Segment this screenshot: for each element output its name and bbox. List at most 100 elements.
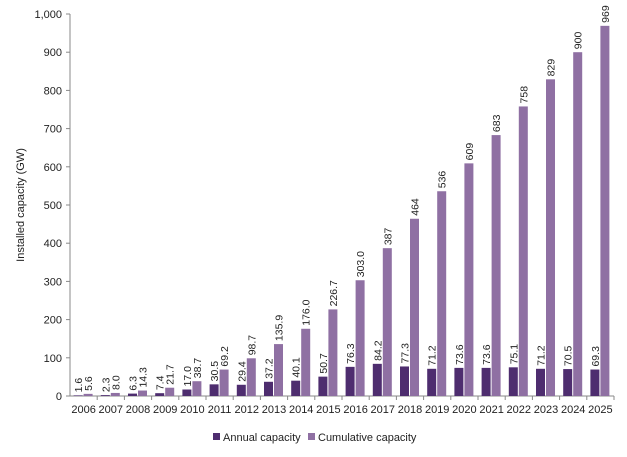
y-tick-label: 700: [44, 124, 62, 136]
x-tick-label: 2018: [398, 404, 422, 416]
cumulative-bar: [546, 79, 555, 397]
data-label: 70.5: [563, 345, 575, 366]
annual-bar: [427, 368, 437, 396]
data-label: 900: [573, 32, 585, 50]
annual-bar: [100, 395, 110, 396]
y-tick-label: 200: [44, 315, 62, 327]
data-label: 758: [518, 86, 530, 104]
x-tick-label: 2020: [452, 404, 476, 416]
x-tick-label: 2025: [588, 404, 612, 416]
x-tick-label: 2023: [534, 404, 558, 416]
y-tick-label: 0: [56, 391, 62, 403]
data-label: 464: [410, 198, 422, 216]
data-label: 84.2: [372, 340, 384, 361]
cumulative-bar: [138, 390, 147, 396]
data-label: 71.2: [427, 345, 439, 366]
x-tick-label: 2016: [343, 404, 367, 416]
x-tick-label: 2024: [561, 404, 585, 416]
data-label: 37.2: [264, 358, 276, 379]
data-label: 75.1: [508, 344, 520, 365]
annual-bar: [481, 367, 491, 396]
data-label: 40.1: [291, 357, 303, 378]
cumulative-bar: [165, 387, 175, 396]
cumulative-bar: [518, 106, 528, 396]
x-tick-label: 2022: [507, 404, 531, 416]
cumulative-bar: [464, 163, 474, 396]
annual-bar: [236, 384, 246, 396]
y-tick-label: 600: [44, 162, 62, 174]
annual-bar: [536, 368, 545, 396]
data-label: 50.7: [318, 353, 330, 374]
data-label: 17.0: [182, 366, 194, 387]
x-tick-label: 2010: [180, 404, 204, 416]
annual-bar: [128, 393, 137, 396]
data-label: 1.6: [73, 378, 85, 393]
data-label: 135.9: [274, 315, 286, 341]
data-label: 609: [464, 143, 476, 161]
x-tick-label: 2013: [262, 404, 286, 416]
x-tick-label: 2009: [153, 404, 177, 416]
cumulative-bar: [246, 358, 256, 396]
y-tick-label: 1,000: [34, 9, 62, 21]
data-label: 829: [546, 59, 558, 77]
x-tick-label: 2007: [99, 404, 123, 416]
data-label: 30.5: [209, 361, 221, 382]
annual-bar: [563, 369, 573, 396]
data-label: 14.3: [138, 367, 150, 388]
data-label: 969: [600, 5, 612, 23]
cumulative-bar: [573, 52, 583, 396]
annual-bar: [291, 380, 301, 396]
data-label: 683: [491, 114, 503, 132]
legend-swatch: [308, 433, 315, 440]
cumulative-bar: [328, 309, 338, 396]
data-label: 176.0: [301, 299, 313, 325]
annual-bar: [264, 381, 273, 396]
legend-label: Cumulative capacity: [318, 432, 417, 444]
y-tick-label: 900: [44, 47, 62, 59]
cumulative-bar: [410, 218, 419, 396]
annual-bar: [155, 393, 165, 396]
data-label: 73.6: [454, 344, 466, 365]
data-label: 536: [437, 171, 449, 189]
y-tick-label: 500: [44, 200, 62, 212]
legend-swatch: [213, 433, 220, 440]
cumulative-bar: [437, 191, 447, 396]
cumulative-bar: [382, 248, 392, 396]
x-tick-label: 2019: [425, 404, 449, 416]
x-tick-label: 2021: [479, 404, 503, 416]
cumulative-bar: [83, 393, 93, 396]
cumulative-bar: [110, 392, 120, 396]
data-label: 226.7: [328, 280, 340, 306]
data-label: 7.4: [155, 375, 167, 390]
x-tick-label: 2008: [126, 404, 150, 416]
data-label: 8.0: [110, 375, 122, 390]
data-label: 6.3: [128, 376, 140, 391]
y-tick-label: 400: [44, 238, 62, 250]
x-tick-label: 2006: [71, 404, 95, 416]
annual-bar: [590, 369, 600, 396]
annual-bar: [372, 363, 382, 396]
annual-bar: [508, 367, 518, 396]
data-label: 69.3: [590, 346, 602, 367]
data-label: 77.3: [400, 343, 412, 364]
data-label: 29.4: [236, 361, 248, 382]
data-label: 71.2: [536, 345, 548, 366]
data-label: 303.0: [355, 251, 367, 277]
annual-bar: [318, 376, 328, 396]
cumulative-bar: [192, 381, 202, 396]
data-label: 76.3: [345, 343, 357, 364]
y-tick-label: 300: [44, 276, 62, 288]
annual-bar: [454, 367, 464, 396]
x-tick-label: 2012: [235, 404, 259, 416]
annual-bar: [400, 366, 409, 396]
data-label: 98.7: [246, 335, 258, 356]
cumulative-bar: [491, 135, 501, 396]
legend-label: Annual capacity: [223, 432, 301, 444]
y-axis-label: Installed capacity (GW): [15, 148, 27, 262]
cumulative-bar: [219, 369, 229, 396]
data-label: 5.6: [83, 376, 95, 391]
annual-bar: [209, 384, 219, 396]
y-tick-label: 100: [44, 353, 62, 365]
y-tick-label: 800: [44, 85, 62, 97]
